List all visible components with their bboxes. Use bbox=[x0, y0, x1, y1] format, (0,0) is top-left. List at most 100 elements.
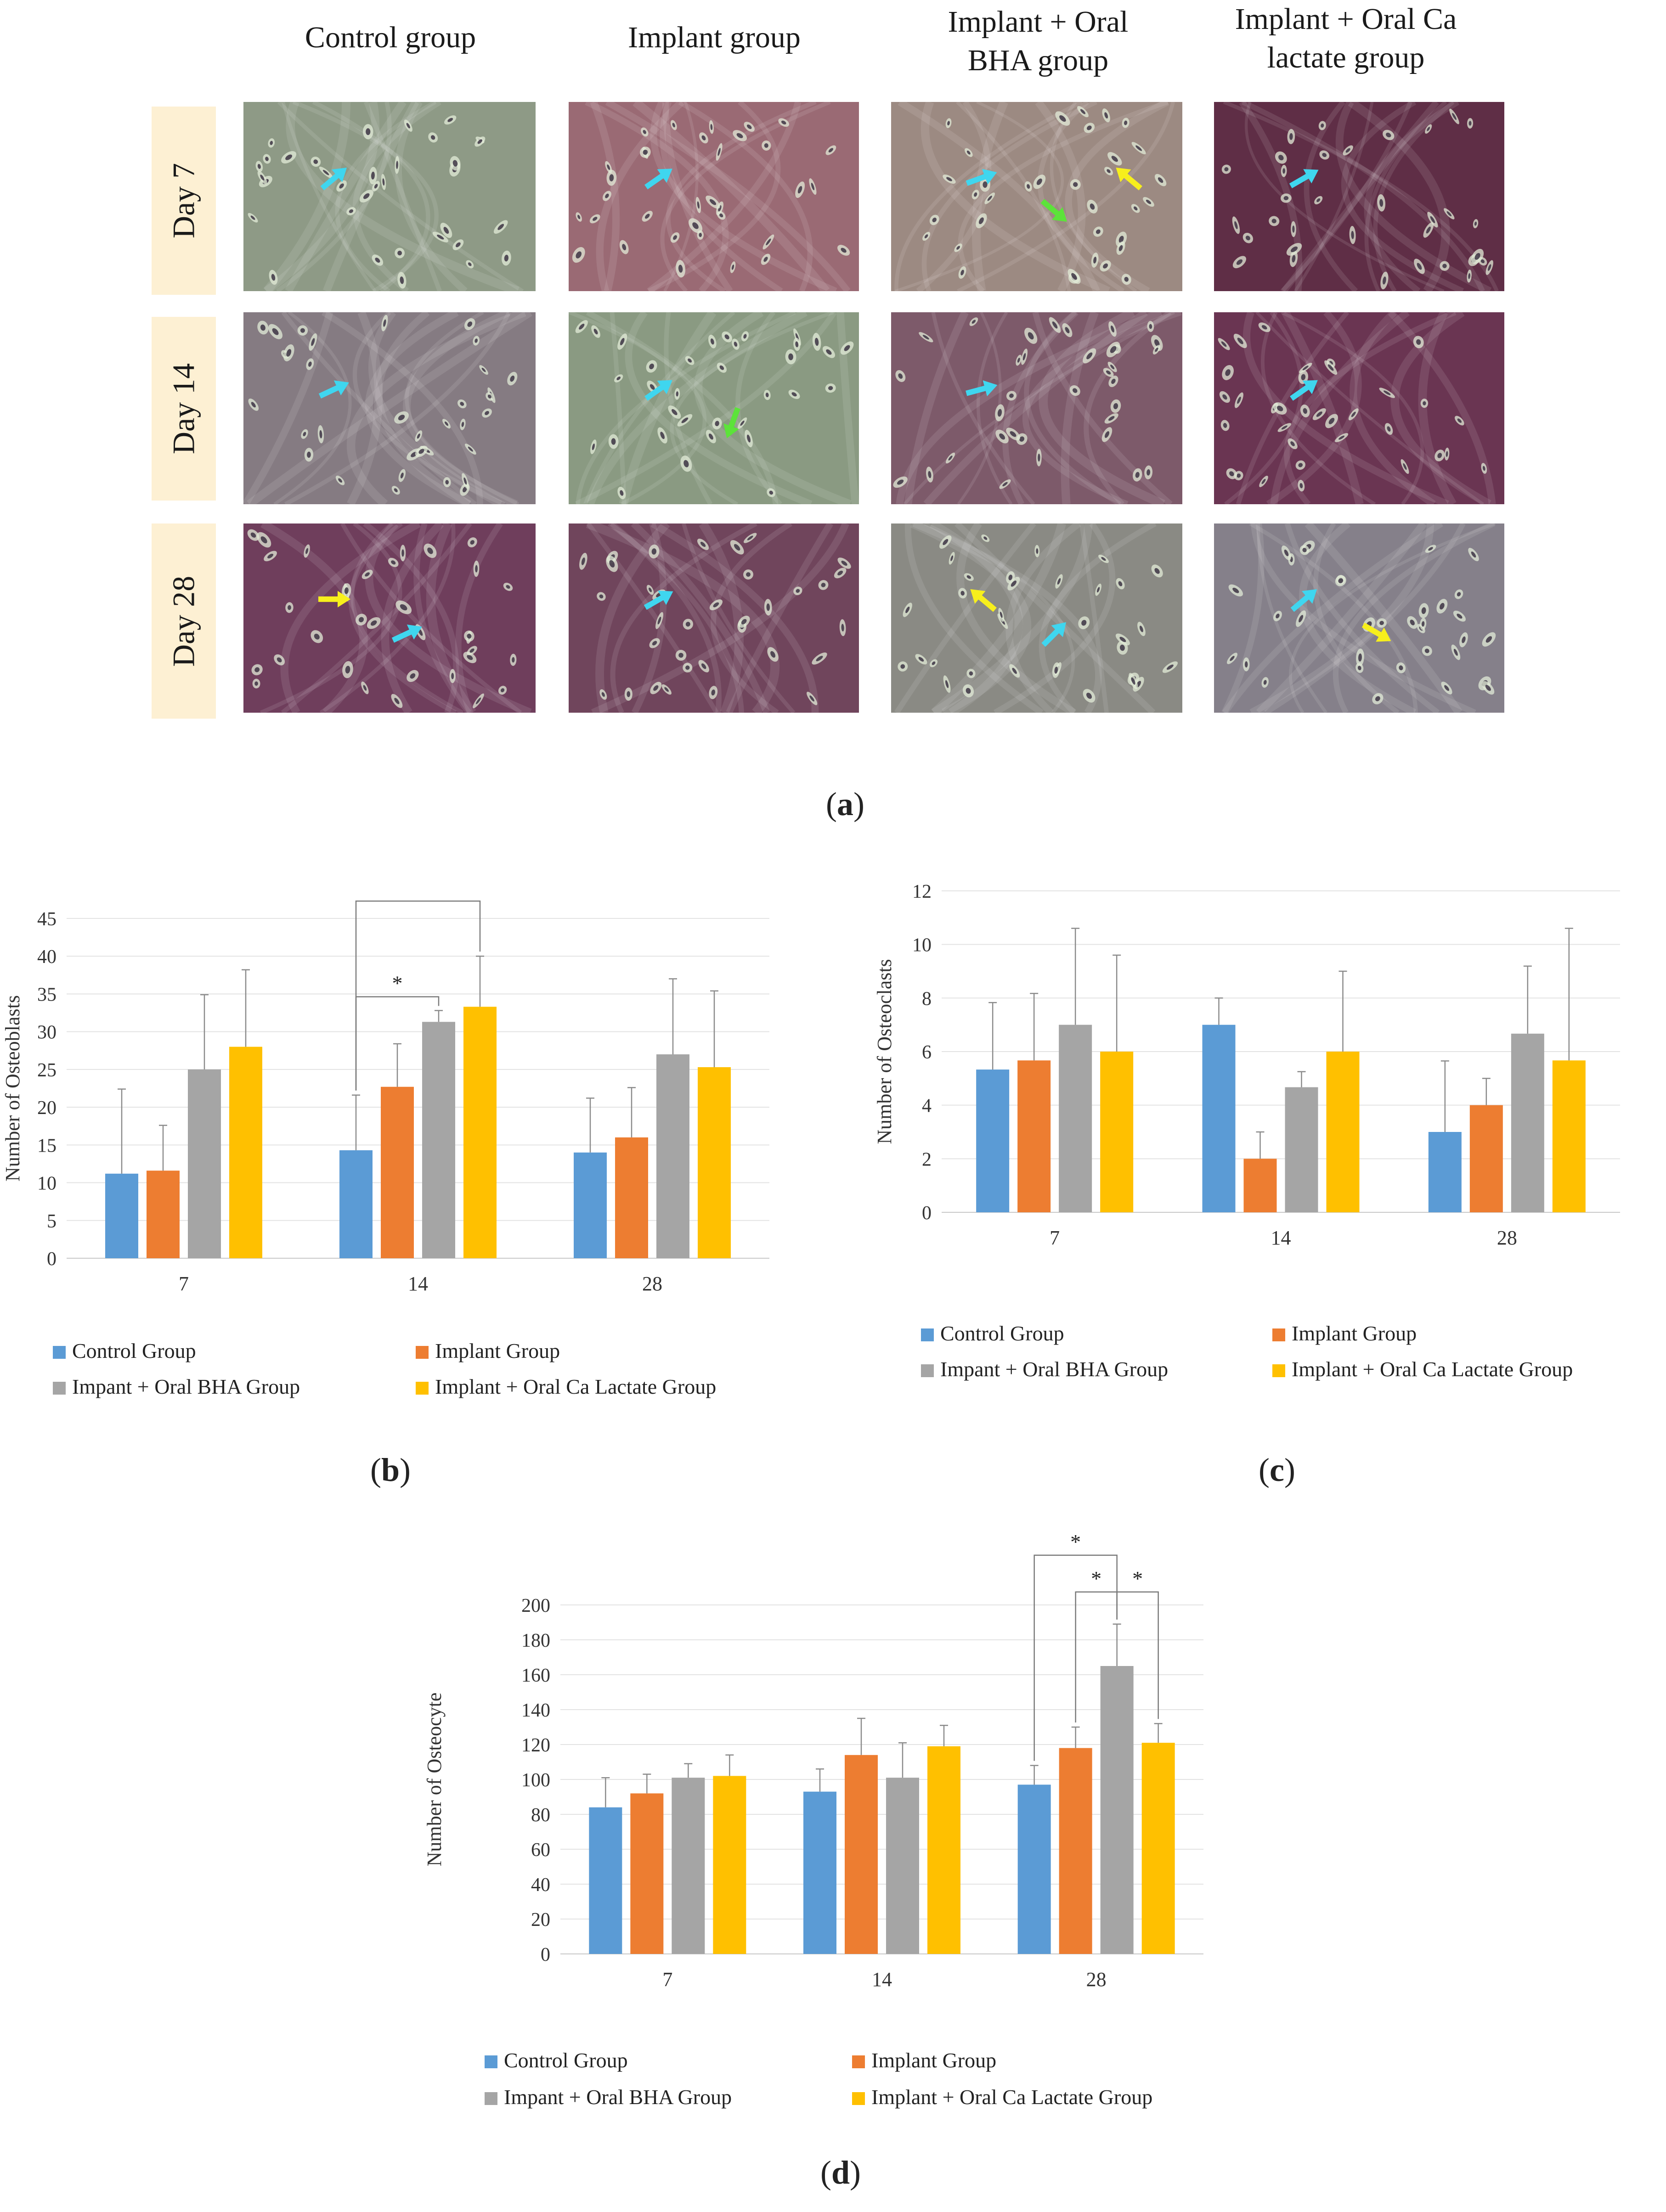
tissue-fiber bbox=[726, 523, 834, 713]
lacuna-cell bbox=[1335, 575, 1346, 586]
lacuna-cell bbox=[1318, 121, 1326, 130]
tissue-fiber bbox=[930, 523, 1023, 713]
tissue-fiber bbox=[923, 312, 1148, 504]
lacuna-cell bbox=[407, 670, 419, 682]
lacuna-cell bbox=[311, 630, 323, 643]
tissue-fiber bbox=[586, 523, 719, 713]
lacuna-cell bbox=[1372, 693, 1384, 704]
lacuna-cell bbox=[903, 602, 912, 617]
lacuna-cell bbox=[1436, 599, 1448, 614]
lacuna-cell bbox=[650, 681, 662, 694]
lacuna-cell bbox=[1407, 616, 1418, 629]
lacuna-cell bbox=[369, 167, 377, 185]
tissue-fiber bbox=[1284, 523, 1440, 713]
lacuna-cell bbox=[965, 148, 973, 157]
lacuna-cell bbox=[1110, 399, 1121, 413]
lacuna-cell bbox=[695, 197, 701, 214]
lacuna-cell bbox=[762, 234, 774, 250]
lacuna-cell bbox=[590, 439, 597, 454]
lacuna-cell bbox=[606, 169, 617, 186]
lacuna-cell bbox=[683, 663, 693, 673]
lacuna-cell bbox=[1242, 232, 1254, 243]
row-label-day-7: Day 7 bbox=[152, 107, 216, 295]
lacuna-cell bbox=[464, 630, 474, 642]
significance-bracket bbox=[355, 900, 481, 1091]
lacuna-cell bbox=[614, 374, 623, 383]
lacuna-cell bbox=[1052, 662, 1060, 678]
tissue-fiber bbox=[896, 312, 1163, 504]
tissue-fiber bbox=[605, 102, 851, 291]
lacuna-cell bbox=[599, 689, 607, 700]
lacuna-cell bbox=[962, 684, 974, 698]
lacuna-cell bbox=[1107, 361, 1117, 372]
tissue-fiber bbox=[243, 312, 333, 504]
tissue-fiber bbox=[1037, 102, 1125, 291]
lacuna-cell bbox=[709, 599, 723, 610]
tissue-fiber bbox=[322, 312, 483, 504]
lacuna-cell bbox=[1319, 150, 1330, 160]
lacuna-cell bbox=[263, 154, 271, 164]
lacuna-cell bbox=[1291, 221, 1296, 237]
tissue-fiber bbox=[994, 523, 1116, 713]
lacuna-cell bbox=[898, 661, 908, 672]
lacuna-cell bbox=[1471, 248, 1484, 264]
lacuna-cell bbox=[498, 686, 507, 695]
lacuna-cell bbox=[479, 365, 488, 375]
lacuna-cell bbox=[264, 551, 277, 562]
lacuna-cell bbox=[1087, 199, 1098, 214]
tissue-fiber bbox=[1022, 312, 1182, 504]
cyan-arrow-icon bbox=[1041, 622, 1067, 647]
lacuna-cell bbox=[1121, 274, 1131, 285]
lacuna-cell bbox=[1356, 648, 1364, 667]
lacuna-cell bbox=[1468, 548, 1479, 562]
lacuna-cell bbox=[1420, 399, 1429, 408]
lacuna-cell bbox=[945, 118, 952, 129]
y-tick-label: 40 bbox=[531, 1874, 550, 1896]
lacuna-cell bbox=[1444, 447, 1450, 461]
lacuna-cell bbox=[812, 652, 827, 665]
y-axis-label: Number of Osteocyte bbox=[423, 1693, 446, 1867]
lacuna-cell bbox=[1449, 108, 1459, 124]
lacuna-cell bbox=[689, 218, 703, 233]
tissue-fiber bbox=[1250, 523, 1476, 713]
lacuna-cell bbox=[257, 171, 267, 185]
tissue-fiber bbox=[1364, 102, 1447, 291]
lacuna-cell bbox=[1259, 475, 1268, 487]
lacuna-cell bbox=[837, 557, 851, 569]
y-tick-label: 12 bbox=[912, 881, 932, 902]
tissue-background bbox=[1214, 312, 1504, 504]
lacuna-cell bbox=[764, 599, 772, 616]
lacuna-cell bbox=[732, 338, 740, 350]
lacuna-cell bbox=[1281, 164, 1287, 177]
tissue-fiber bbox=[381, 523, 444, 713]
legend-swatch bbox=[485, 2055, 497, 2068]
lacuna-cell bbox=[1312, 408, 1326, 420]
cyan-arrow-icon bbox=[966, 169, 997, 186]
y-tick-label: 30 bbox=[37, 1022, 56, 1043]
lacuna-cell bbox=[971, 190, 979, 200]
yellow-arrow-icon bbox=[1361, 622, 1391, 642]
lacuna-cell bbox=[466, 260, 474, 269]
lacuna-cell bbox=[674, 388, 680, 400]
tissue-fiber bbox=[1341, 102, 1464, 291]
bar bbox=[1552, 1060, 1586, 1212]
lacuna-cell bbox=[1102, 108, 1110, 123]
row-label-day-28: Day 28 bbox=[152, 523, 216, 719]
lacuna-cell bbox=[1162, 661, 1178, 673]
legend-label: Impant + Oral BHA Group bbox=[72, 1375, 300, 1398]
lacuna-cell bbox=[738, 615, 750, 628]
lacuna-cell bbox=[730, 540, 744, 555]
lacuna-cell bbox=[606, 555, 618, 572]
lacuna-cell bbox=[452, 239, 464, 250]
lacuna-cell bbox=[1275, 151, 1287, 164]
legend-label: Control Group bbox=[72, 1339, 196, 1362]
bar bbox=[803, 1791, 836, 1954]
lacuna-cell bbox=[1221, 164, 1231, 174]
lacuna-cell bbox=[336, 180, 347, 192]
tissue-fiber bbox=[260, 523, 402, 713]
lacuna-cell bbox=[1335, 433, 1349, 442]
tissue-background bbox=[243, 523, 536, 713]
lacuna-cell bbox=[958, 588, 967, 599]
panel-label-d: (d) bbox=[820, 2154, 861, 2191]
legend-c-bha: Impant + Oral BHA Group bbox=[921, 1357, 1168, 1381]
